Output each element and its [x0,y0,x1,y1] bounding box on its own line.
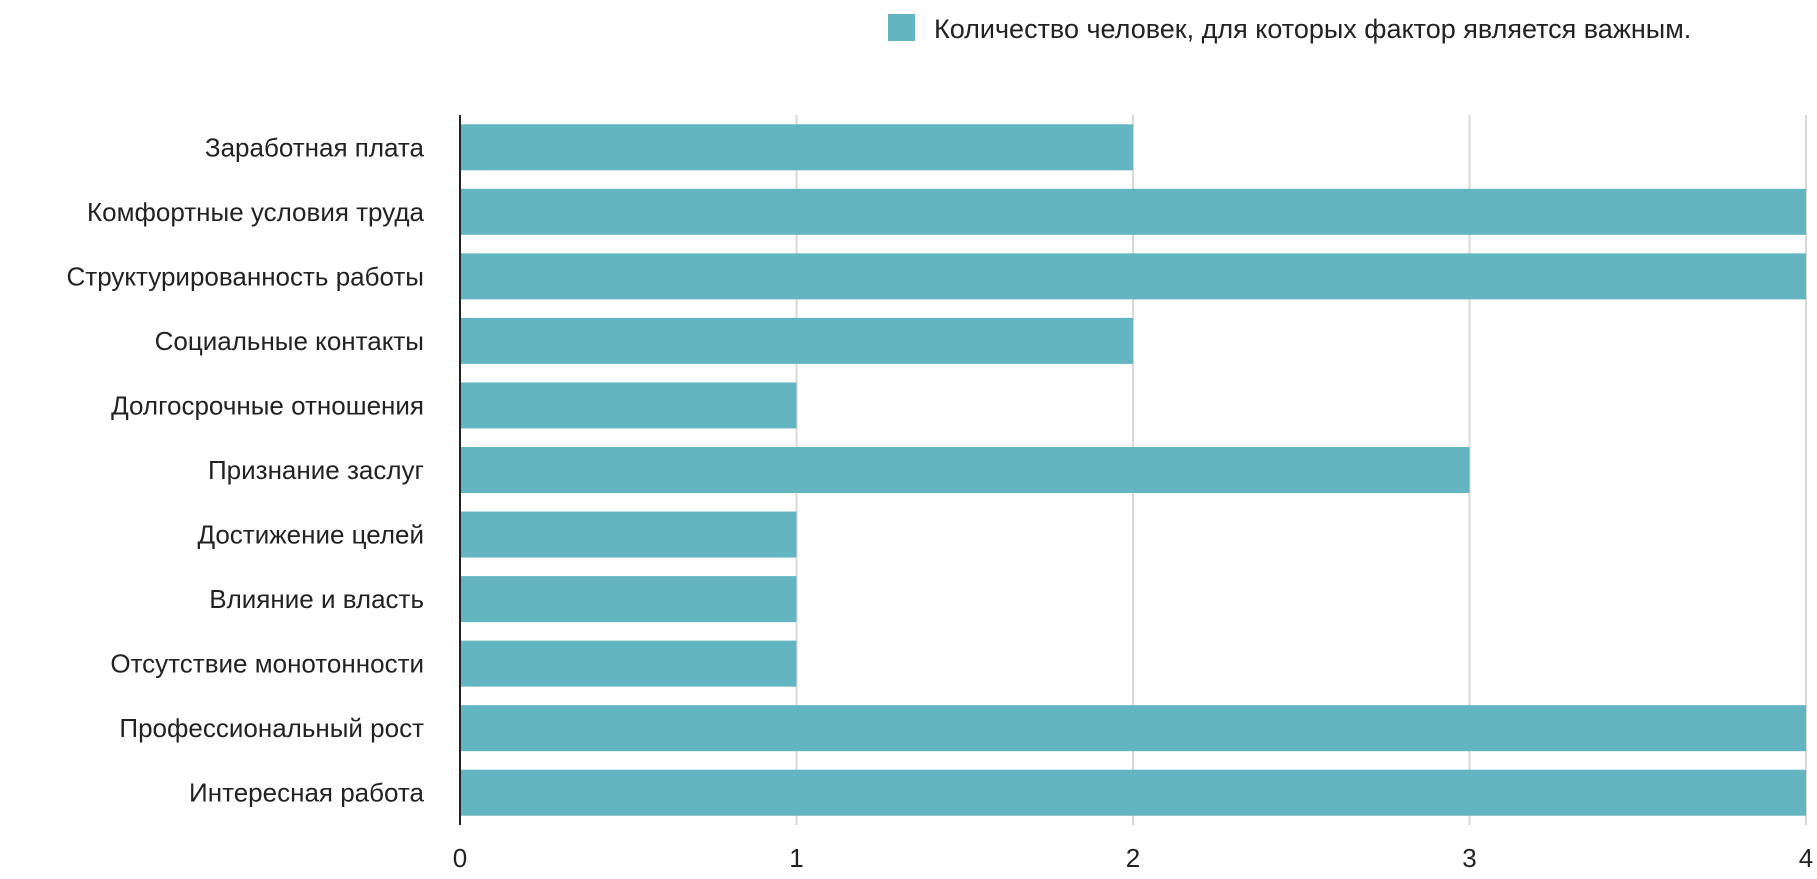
category-label: Комфортные условия труда [87,197,425,227]
bar [460,124,1133,171]
x-tick-label: 2 [1126,843,1140,873]
bars [460,124,1806,816]
category-label: Профессиональный рост [119,713,424,743]
bar [460,511,797,558]
category-label: Заработная плата [205,132,425,162]
bar [460,447,1470,493]
category-labels: Заработная плата Комфортные условия труда… [67,132,425,807]
category-label: Интересная работа [189,778,424,808]
legend-swatch [888,14,915,41]
category-label: Отсутствие монотонности [110,649,424,679]
category-label: Достижение целей [197,520,424,550]
bar [460,382,797,429]
category-label: Социальные контакты [155,326,424,356]
x-tick-label: 4 [1799,843,1813,873]
bar [460,705,1806,752]
bar [460,253,1806,300]
legend-label: Количество человек, для которых фактор я… [934,14,1691,44]
x-tick-label: 0 [453,843,467,873]
tick-labels: 0 1 2 3 4 [453,843,1813,873]
legend: Количество человек, для которых фактор я… [888,14,1691,44]
category-label: Влияние и власть [209,584,424,614]
bar [460,188,1806,235]
category-label: Структурированность работы [67,261,424,291]
x-tick-label: 3 [1462,843,1476,873]
x-tick-label: 1 [789,843,803,873]
category-label: Долгосрочные отношения [111,390,424,420]
bar [460,317,1133,364]
category-label: Признание заслуг [208,455,424,485]
bar [460,769,1806,816]
bar [460,640,797,687]
bar [460,576,797,623]
